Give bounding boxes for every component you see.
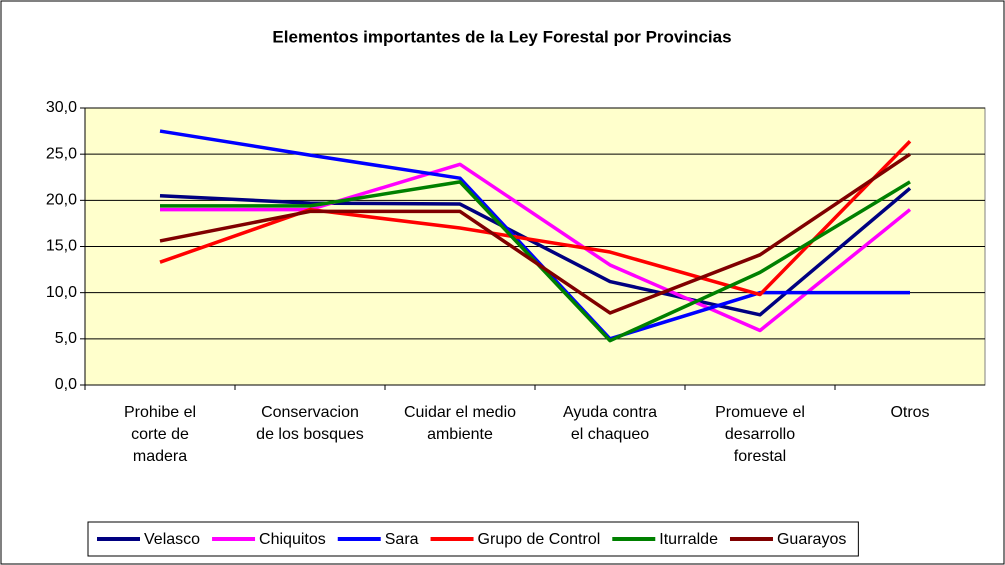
legend-label: Velasco (144, 531, 200, 548)
legend-label: Iturralde (659, 531, 718, 548)
series-line (160, 162, 912, 333)
y-tick-label: 30,0 (46, 99, 77, 116)
x-tick-label: Promueve el desarrollo forestal (715, 404, 805, 465)
series-line (159, 152, 911, 315)
x-tick-label: Otros (890, 404, 930, 421)
y-tick-label: 10,0 (46, 284, 77, 301)
y-tick-label: 0,0 (55, 376, 77, 393)
series-line (159, 140, 912, 297)
series-line (159, 129, 910, 341)
legend-label: Sara (385, 531, 419, 548)
legend-label: Chiquitos (259, 531, 326, 548)
legend-label: Grupo de Control (478, 531, 601, 548)
y-tick-label: 25,0 (46, 145, 77, 162)
y-tick-label: 5,0 (55, 330, 77, 347)
y-tick-label: 20,0 (46, 192, 77, 209)
legend-label: Guarayos (777, 531, 846, 548)
x-tick-label: Prohibe el corte de madera (123, 404, 197, 465)
x-tick-label: Ayuda contra el chaqueo (563, 404, 657, 443)
y-tick-label: 15,0 (46, 238, 77, 255)
x-tick-label: Cuidar el medio ambiente (403, 404, 517, 443)
chart-title: Elementos importantes de la Ley Forestal… (272, 27, 731, 46)
x-tick-label: Conservacion de los bosques (256, 404, 364, 443)
